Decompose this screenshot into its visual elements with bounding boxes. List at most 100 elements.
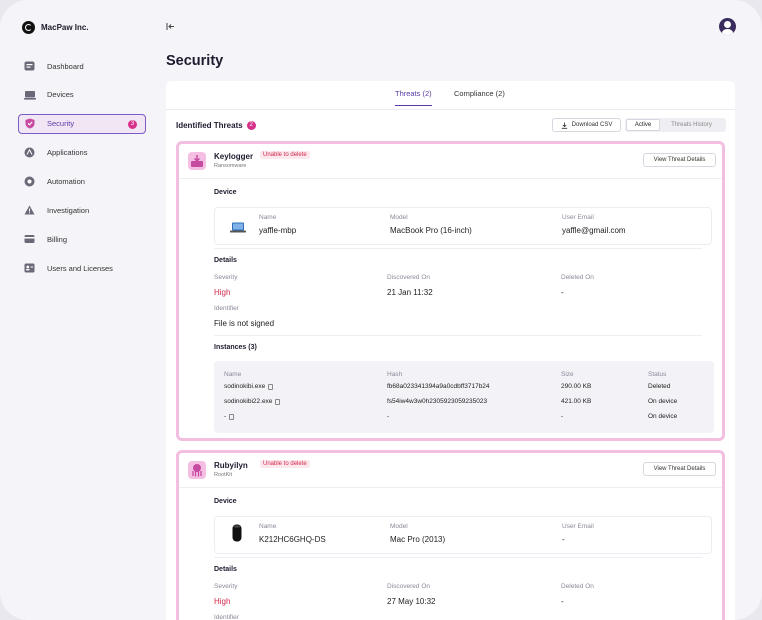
dashboard-icon [23,61,36,72]
sidebar: MacPaw Inc. Dashboard Devices Security [0,0,158,620]
user-email-value: yaffle@gmail.com [562,226,626,235]
copy-icon[interactable] [229,413,235,420]
investigation-icon [23,205,36,216]
sidebar-item-devices[interactable]: Devices [18,85,146,105]
discovered-on-value: 21 Jan 11:32 [387,288,433,297]
laptop-icon [230,220,246,238]
threats-filter-segment: Active Threats History [625,118,726,132]
users-icon [23,263,36,274]
security-count-badge: 3 [128,119,137,129]
sidebar-item-applications[interactable]: Applications [18,143,146,163]
instance-size: - [561,413,564,420]
user-email-label: User Email [562,523,594,530]
brand[interactable]: MacPaw Inc. [22,21,89,34]
divider [214,557,702,558]
unable-to-delete-badge: Unable to delete [260,151,310,159]
table-row: sodinokibi.exe [224,383,274,390]
divider [214,248,702,249]
sidebar-item-label: Automation [47,177,85,187]
threat-card-header: Rubyilyn RootKit Unable to delete View T… [179,453,722,488]
unable-to-delete-badge: Unable to delete [260,460,310,468]
threats-count-badge: 2 [246,121,256,130]
instance-size: 421.00 KB [561,398,592,405]
sidebar-item-label: Dashboard [47,61,84,71]
device-model-value: MacBook Pro (16-inch) [390,226,472,235]
device-name-label: Name [259,523,277,530]
sidebar-item-label: Billing [47,234,68,244]
segment-active[interactable]: Active [626,119,660,131]
threat-name: Rubyilyn [214,461,248,470]
user-email-label: User Email [562,214,594,221]
instance-status: Deleted [648,383,671,390]
sidebar-item-automation[interactable]: Automation [18,172,146,192]
instance-size: 290.00 KB [561,383,592,390]
shield-icon [23,118,36,129]
severity-value: High [214,288,231,297]
identifier-value: File is not signed [214,319,275,328]
table-row: sodinokibi22.exe [224,398,281,405]
view-threat-details-button[interactable]: View Threat Details [643,153,716,167]
collapse-sidebar-icon[interactable] [166,22,175,34]
sidebar-item-dashboard[interactable]: Dashboard [18,56,146,76]
rootkit-icon [188,461,206,479]
user-avatar[interactable] [719,18,736,35]
device-model-label: Model [390,523,408,530]
brand-name: MacPaw Inc. [41,23,89,32]
discovered-on-label: Discovered On [387,583,430,590]
details-section-label: Details [214,257,237,264]
instance-name: sodinokibi.exe [224,383,266,390]
instance-status: On device [648,413,678,420]
instance-hash: fb68a023341394a9a0cdbff3717b24 [387,383,490,390]
page-title: Security [166,53,224,69]
device-info-box: Name yaffle-mbp Model MacBook Pro (16-in… [214,207,712,245]
device-info-box: Name K212HC6GHQ-DS Model Mac Pro (2013) … [214,516,712,554]
instance-status: On device [648,398,678,405]
threat-name: Keylogger [214,152,254,161]
download-csv-label: Download CSV [571,122,613,128]
instance-name: sodinokibi22.exe [224,398,273,405]
severity-value: High [214,597,231,606]
download-csv-button[interactable]: Download CSV [552,118,621,132]
sidebar-item-users-and-licenses[interactable]: Users and Licenses [18,258,146,278]
deleted-on-value: - [561,288,564,297]
deleted-on-value: - [561,597,564,606]
sidebar-item-investigation[interactable]: Investigation [18,200,146,220]
device-name-label: Name [259,214,277,221]
threat-card-keylogger: Keylogger Ransomware Unable to delete Vi… [176,141,725,441]
threat-card-header: Keylogger Ransomware Unable to delete Vi… [179,144,722,179]
automation-icon [23,176,36,187]
identified-threats-title: Identified Threats [176,121,243,130]
segment-threats-history[interactable]: Threats History [671,122,712,128]
copy-icon[interactable] [275,398,281,405]
billing-icon [23,234,36,245]
download-icon [561,122,567,129]
sidebar-item-label: Devices [47,90,74,100]
tab-bar: Threats (2) Compliance (2) [166,81,735,110]
sidebar-item-label: Applications [47,148,88,158]
sidebar-item-security[interactable]: Security 3 [18,113,146,134]
sidebar-item-label: Investigation [47,205,90,215]
instances-col-status: Status [648,371,667,378]
user-email-value: - [562,535,565,544]
instance-name: - [224,413,227,420]
sidebar-nav: Dashboard Devices Security 3 Applicatio [18,56,146,287]
identifier-label: Identifier [214,614,239,620]
divider [214,335,702,336]
sidebar-item-billing[interactable]: Billing [18,229,146,249]
main-panel: Threats (2) Compliance (2) Identified Th… [166,81,735,620]
tab-compliance[interactable]: Compliance (2) [454,89,505,98]
copy-icon[interactable] [268,383,274,390]
instance-hash: fs54iw4w3w0h2305923059235023 [387,398,488,405]
mac-pro-icon [232,524,242,547]
view-threat-details-button[interactable]: View Threat Details [643,462,716,476]
instances-section-label: Instances (3) [214,344,257,351]
sidebar-item-label: Users and Licenses [47,263,113,273]
discovered-on-label: Discovered On [387,274,430,281]
device-name-value: yaffle-mbp [259,226,297,235]
discovered-on-value: 27 May 10:32 [387,597,436,606]
threat-type: Ransomware [214,163,247,169]
deleted-on-label: Deleted On [561,583,594,590]
deleted-on-label: Deleted On [561,274,594,281]
tab-threats[interactable]: Threats (2) [395,89,432,106]
